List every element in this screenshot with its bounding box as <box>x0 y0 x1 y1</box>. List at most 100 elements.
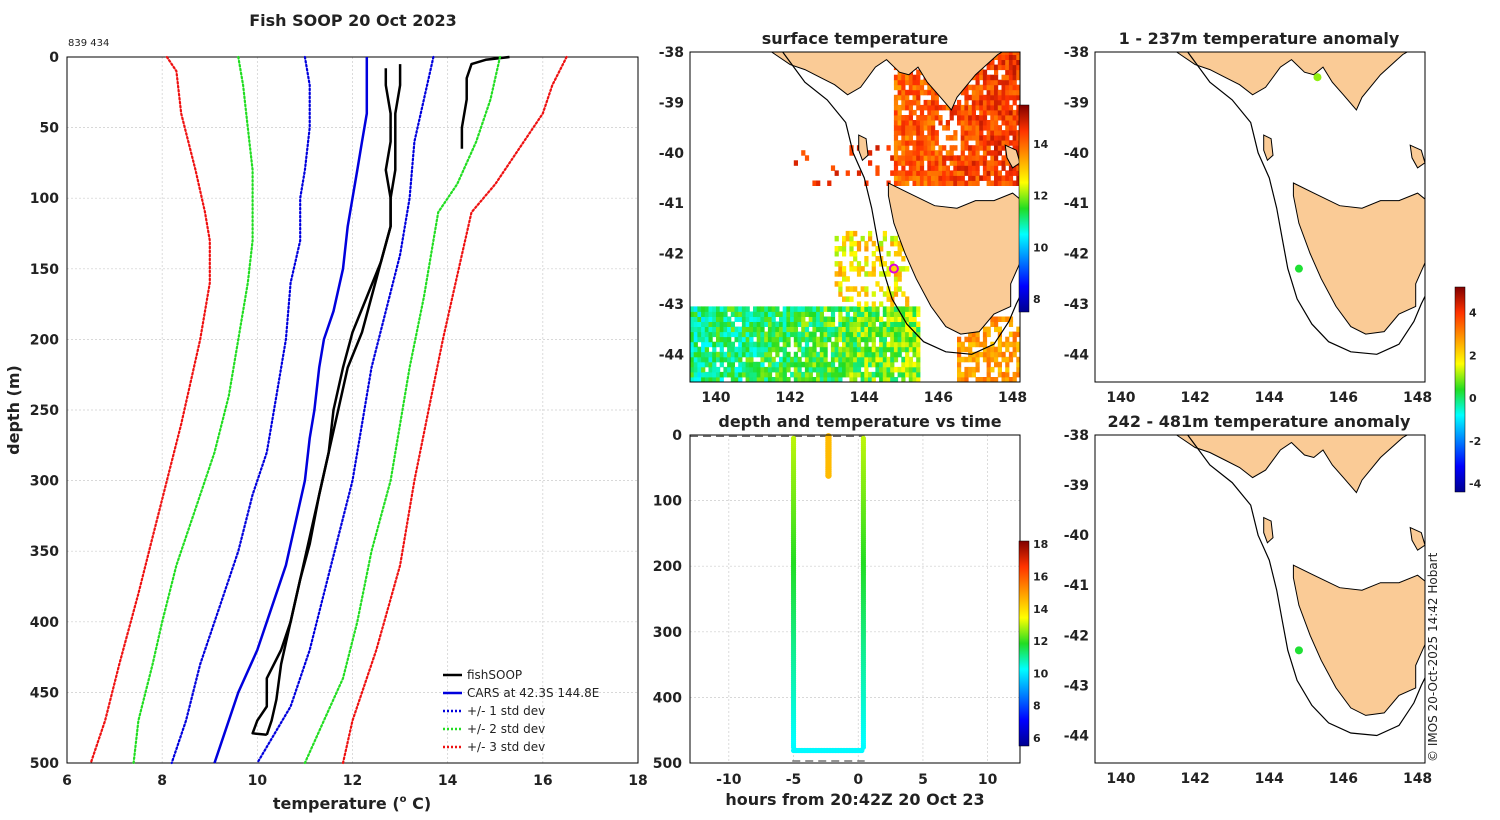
sst-pixel <box>864 377 869 382</box>
sst-pixel <box>897 316 902 322</box>
sst-pixel <box>779 346 784 353</box>
sst-pixel <box>749 361 754 368</box>
sst-pixel <box>960 130 965 136</box>
sst-pixel <box>945 120 950 126</box>
sst-pixel <box>804 326 810 333</box>
sst-pixel <box>927 120 932 126</box>
sst-pixel <box>842 351 847 358</box>
profile-x-label: temperature (o C) <box>273 794 431 813</box>
sst-pixel <box>979 125 984 131</box>
sst-pixel <box>808 377 813 382</box>
sst-pixel <box>975 366 980 373</box>
sst-pixel <box>764 371 769 378</box>
sst-pixel <box>990 99 995 106</box>
sst-pixel <box>708 356 713 363</box>
sst-pixel <box>808 311 813 317</box>
sst-pixel <box>971 94 976 101</box>
sst-pixel <box>860 286 865 292</box>
sst-pixel <box>775 311 780 317</box>
sst-pixel <box>1001 52 1006 55</box>
sst-pixel <box>986 175 991 181</box>
sst-pixel <box>712 316 717 322</box>
sst-pixel <box>827 306 832 312</box>
sst-pixel <box>797 346 802 353</box>
sst-pixel <box>934 109 939 116</box>
sst-pixel <box>756 361 761 368</box>
sst-pixel <box>893 341 899 348</box>
sst-pixel <box>834 251 839 257</box>
sst-pixel <box>945 104 950 111</box>
sst-pixel <box>1012 371 1017 378</box>
sst-pixel <box>942 170 947 176</box>
sst-pixel <box>949 135 954 141</box>
sst-pixel <box>990 346 995 353</box>
profile-y-ticks: 0 50 100 150 200 250 300 350 400 450 500 <box>30 50 59 772</box>
sst-pixel <box>897 336 902 343</box>
sst-pixel <box>882 230 887 237</box>
sst-pixel <box>882 336 887 343</box>
sst-pixel <box>879 331 884 338</box>
sst-cbtick: 8 <box>1033 293 1041 306</box>
sst-cbtick: 14 <box>1033 138 1049 151</box>
sst-pixel <box>1005 170 1010 176</box>
anomaly-cbtick: 2 <box>1469 349 1477 362</box>
sst-pixel <box>1008 104 1014 111</box>
sst-pixel <box>868 235 873 242</box>
sst-ytick: -39 <box>659 95 684 111</box>
sst-pixel <box>882 261 887 267</box>
sst-pixel <box>979 94 984 101</box>
sst-pixel <box>816 321 821 327</box>
land-polygon <box>1004 144 1020 169</box>
sst-pixel <box>994 165 999 171</box>
sst-pixel <box>990 130 995 136</box>
sst-pixel <box>738 341 743 348</box>
sst-pixel <box>827 331 832 338</box>
sst-pixel <box>982 377 988 382</box>
sst-pixel <box>749 321 754 327</box>
sst-pixel <box>767 371 773 378</box>
sst-pixel <box>712 331 717 338</box>
sst-pixel <box>971 371 976 378</box>
sst-pixel <box>764 306 769 312</box>
sst-pixel <box>1012 336 1017 343</box>
sst-ytick: -40 <box>659 146 685 162</box>
sst-pixel <box>723 366 728 373</box>
sst-pixel <box>1005 104 1010 111</box>
sst-pixel <box>927 109 932 116</box>
sst-pixel <box>708 326 713 333</box>
sst-pixel <box>1001 145 1006 151</box>
sst-pixel <box>890 351 895 358</box>
sst-pixel <box>716 371 721 378</box>
sst-pixel <box>901 180 906 186</box>
sst-pixel <box>801 331 806 338</box>
sst-pixel <box>1008 120 1014 126</box>
sst-pixel <box>901 336 906 343</box>
sst-pixel <box>767 356 773 363</box>
sst-pixel <box>838 321 843 327</box>
sst-pixel <box>1001 104 1006 111</box>
sst-pixel <box>908 306 913 312</box>
sst-pixel <box>823 331 828 338</box>
sst-pixel <box>782 326 787 333</box>
anomaly-cbtick: 0 <box>1469 392 1477 405</box>
sst-pixel <box>986 180 991 186</box>
sst-pixel <box>712 371 717 378</box>
sst-pixel <box>727 326 732 333</box>
sst-pixel <box>986 331 991 338</box>
sst-pixel <box>738 377 743 382</box>
sst-pixel <box>971 351 976 358</box>
sst-pixel <box>830 331 836 338</box>
sst-pixel <box>997 341 1002 348</box>
sst-pixel <box>804 306 810 312</box>
sst-pixel <box>712 356 717 363</box>
sst-pixel <box>786 321 791 327</box>
sst-pixel <box>1012 377 1017 382</box>
profile-series-line <box>256 55 435 765</box>
sst-pixel <box>971 341 976 348</box>
sst-pixel <box>897 160 902 166</box>
time-colorbar-ticks: 6 8 10 12 14 16 18 <box>1033 538 1049 745</box>
sst-pixel <box>753 361 758 368</box>
sst-pixel <box>890 266 895 272</box>
sst-pixel <box>1008 79 1014 86</box>
sst-pixel <box>741 346 747 353</box>
